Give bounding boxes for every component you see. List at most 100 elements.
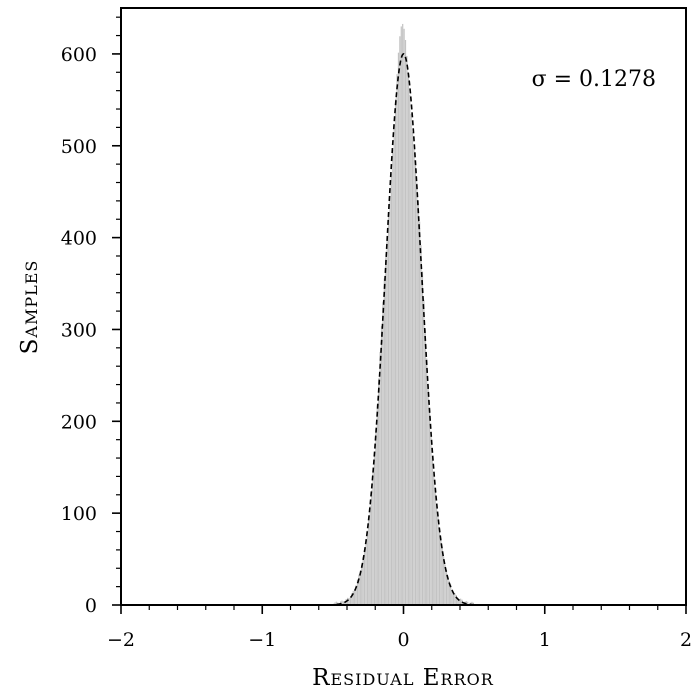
histogram-bar bbox=[406, 55, 408, 605]
histogram-bar bbox=[369, 505, 371, 605]
histogram-bar bbox=[348, 598, 350, 605]
histogram-bar bbox=[351, 593, 353, 605]
histogram-bar bbox=[387, 216, 390, 605]
histogram-bar bbox=[435, 503, 438, 605]
histogram-bar bbox=[424, 329, 426, 605]
histogram-bar bbox=[373, 451, 376, 605]
histogram-bar bbox=[378, 378, 380, 605]
histogram-bar bbox=[375, 429, 377, 605]
histogram-bars bbox=[334, 23, 474, 606]
histogram-bar bbox=[458, 599, 460, 605]
y-tick-label: 0 bbox=[85, 595, 97, 617]
histogram-bar bbox=[361, 564, 363, 605]
x-tick-label: 0 bbox=[397, 629, 409, 651]
histogram-bar bbox=[471, 601, 473, 605]
y-tick-label: 400 bbox=[61, 228, 97, 250]
histogram-bar bbox=[416, 182, 418, 605]
histogram-bar bbox=[452, 592, 455, 605]
histogram-bar bbox=[433, 474, 435, 605]
histogram-bar bbox=[352, 590, 354, 605]
histogram-bar bbox=[380, 326, 383, 605]
x-tick-label: 1 bbox=[539, 629, 551, 651]
x-tick-label: −2 bbox=[107, 629, 135, 651]
histogram-bar bbox=[403, 28, 405, 606]
histogram-bar bbox=[349, 596, 352, 605]
histogram-bar bbox=[454, 593, 456, 605]
y-axis-label: Samples bbox=[17, 260, 43, 355]
histogram-bar bbox=[385, 257, 387, 605]
histogram-bar bbox=[413, 149, 415, 606]
histogram-bar bbox=[411, 132, 414, 606]
histogram-bar bbox=[450, 584, 452, 605]
histogram-bar bbox=[362, 557, 364, 605]
histogram-bar bbox=[445, 570, 448, 605]
histogram-bar bbox=[397, 52, 400, 606]
histogram-bar bbox=[363, 549, 366, 605]
y-tick-label: 300 bbox=[61, 319, 97, 341]
histogram-bar bbox=[410, 113, 412, 605]
y-tick-label: 200 bbox=[61, 411, 97, 433]
histogram-bar bbox=[427, 386, 429, 605]
histogram-bar bbox=[399, 36, 401, 606]
histogram-bar bbox=[386, 236, 388, 605]
histogram-bar bbox=[393, 124, 395, 605]
histogram-bar bbox=[389, 196, 391, 605]
histogram-bar bbox=[460, 598, 462, 605]
histogram-bar bbox=[379, 351, 381, 605]
histogram-bar bbox=[368, 519, 370, 605]
histogram-bar bbox=[414, 165, 417, 606]
histogram-bar bbox=[437, 516, 439, 605]
histogram-bar bbox=[455, 595, 457, 605]
histogram-bar bbox=[358, 574, 360, 605]
histogram-bar bbox=[441, 547, 443, 605]
histogram-bar bbox=[354, 589, 356, 605]
histogram-bar bbox=[341, 600, 343, 605]
histogram-bar bbox=[382, 301, 384, 605]
histogram-bar bbox=[472, 602, 474, 605]
histogram-bar bbox=[402, 23, 404, 606]
histogram-bar bbox=[421, 271, 424, 605]
histogram-bar bbox=[356, 579, 359, 605]
histogram-bar bbox=[434, 489, 436, 605]
histogram-bar bbox=[417, 200, 419, 605]
histogram-bar bbox=[355, 585, 357, 605]
histogram-bar bbox=[334, 602, 336, 605]
histogram-bar bbox=[467, 601, 469, 605]
x-axis-ticks: −2 −1 0 1 2 bbox=[107, 605, 692, 651]
histogram-bar bbox=[404, 39, 407, 605]
histogram-bar bbox=[344, 601, 346, 605]
histogram-bar bbox=[342, 601, 344, 605]
histogram-bar bbox=[376, 404, 378, 605]
histogram-bar bbox=[372, 472, 374, 605]
sigma-annotation: σ = 0.1278 bbox=[532, 67, 656, 92]
x-tick-label: −1 bbox=[248, 629, 276, 651]
x-tick-label: 2 bbox=[680, 629, 692, 651]
y-tick-label: 100 bbox=[61, 503, 97, 525]
histogram-bar bbox=[395, 98, 397, 605]
histogram-bar bbox=[335, 601, 337, 605]
histogram-bar bbox=[359, 570, 361, 605]
histogram-bar bbox=[431, 456, 433, 605]
histogram-bar bbox=[400, 26, 402, 605]
histogram-bar bbox=[440, 537, 442, 605]
histogram-bar bbox=[451, 589, 453, 605]
x-axis-label: Residual Error bbox=[312, 665, 494, 691]
histogram-bar bbox=[371, 490, 373, 605]
histogram-bar bbox=[383, 278, 385, 605]
histogram-bar bbox=[407, 74, 409, 606]
histogram-bar bbox=[443, 556, 445, 605]
histogram-bar bbox=[396, 74, 398, 605]
histogram-bar bbox=[448, 580, 450, 605]
histogram-bar bbox=[430, 435, 432, 605]
histogram-bar bbox=[392, 149, 394, 605]
histogram-bar bbox=[365, 540, 367, 605]
histogram-bar bbox=[428, 412, 431, 605]
y-tick-label: 600 bbox=[61, 44, 97, 66]
histogram-bar bbox=[447, 577, 449, 605]
histogram-bar bbox=[423, 299, 425, 605]
y-axis-ticks: 0 100 200 300 400 500 600 bbox=[61, 16, 121, 617]
histogram-bar bbox=[366, 530, 368, 605]
histogram-bar bbox=[444, 564, 446, 605]
histogram-bar bbox=[420, 245, 422, 605]
